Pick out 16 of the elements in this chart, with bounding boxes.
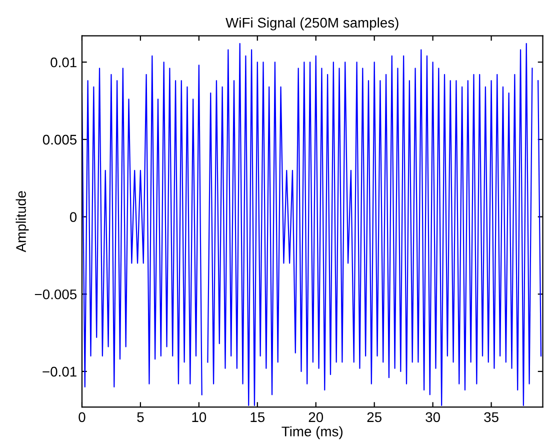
y-tick-label: 0.01 <box>50 57 76 68</box>
x-tick-label: 0 <box>78 412 86 422</box>
y-tick-label: 0 <box>70 212 77 222</box>
x-tick-label: 5 <box>137 412 144 422</box>
x-tick-label: 20 <box>308 412 324 422</box>
x-tick-label: 15 <box>250 412 265 422</box>
x-tick-label: 30 <box>426 412 440 422</box>
y-tick-label: −0.005 <box>34 289 77 300</box>
y-tick-label: −0.01 <box>42 366 76 377</box>
y-axis-title: Amplitude <box>16 191 29 252</box>
x-tick-label: 10 <box>192 412 206 422</box>
x-tick-label: 25 <box>367 412 382 422</box>
chart-title: WiFi Signal (250M samples) <box>226 17 398 30</box>
y-tick-label: 0.005 <box>42 134 77 145</box>
x-tick-label: 35 <box>484 412 498 422</box>
x-axis-title: Time (ms) <box>282 426 342 440</box>
